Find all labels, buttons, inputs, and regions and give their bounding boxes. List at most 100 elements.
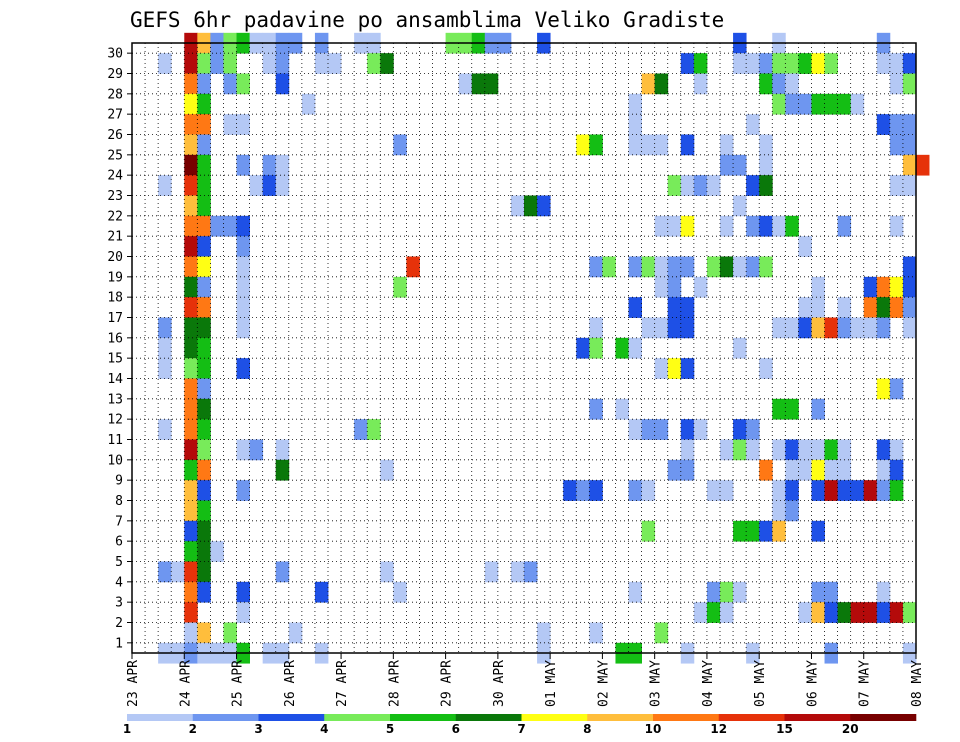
heatmap-cell xyxy=(576,134,590,156)
heatmap-cell xyxy=(197,480,211,501)
heatmap-cell xyxy=(628,337,642,359)
heatmap-cell xyxy=(236,480,250,501)
heatmap-cell xyxy=(889,276,904,298)
heatmap-cell xyxy=(772,93,786,115)
heatmap-cell xyxy=(184,317,198,339)
heatmap-cell xyxy=(197,114,211,135)
heatmap-cell xyxy=(576,480,590,501)
heatmap-cell xyxy=(275,459,290,481)
heatmap-cell xyxy=(680,459,695,481)
heatmap-cell xyxy=(236,317,250,339)
heatmap-cell xyxy=(628,114,642,135)
heatmap-cell xyxy=(628,297,642,318)
heatmap-cell xyxy=(197,134,211,156)
heatmap-cell xyxy=(654,276,669,298)
heatmap-cell xyxy=(641,480,656,501)
heatmap-cell xyxy=(393,134,407,156)
heatmap-cell xyxy=(236,73,250,95)
x-tick-label: 02 MAY xyxy=(596,660,611,707)
heatmap-cell xyxy=(275,439,290,461)
heatmap-cell xyxy=(733,337,747,359)
heatmap-cell xyxy=(158,419,172,440)
heatmap-cell xyxy=(406,256,420,278)
heatmap-cell xyxy=(667,358,682,379)
heatmap-cell xyxy=(210,541,224,562)
heatmap-cell xyxy=(654,317,669,339)
heatmap-cell xyxy=(184,480,198,501)
heatmap-cell xyxy=(720,602,734,623)
heatmap-cell xyxy=(876,317,891,339)
heatmap-cell xyxy=(850,93,865,115)
x-tick-label: 25 APR xyxy=(231,660,246,707)
heatmap-cell xyxy=(759,154,773,176)
heatmap-cell xyxy=(184,73,198,95)
heatmap-cell xyxy=(628,419,642,440)
heatmap-cell xyxy=(197,378,211,400)
colorbar: 1 2 3 4 5 6 7 8 10 12 15 20 xyxy=(123,714,917,736)
heatmap-cell xyxy=(628,134,642,156)
heatmap-cell xyxy=(184,561,198,583)
heatmap-cell xyxy=(197,520,211,542)
y-tick-label: 11 xyxy=(107,433,123,448)
heatmap-cell xyxy=(275,154,290,176)
y-axis: 1234567891011121314151617181920212223242… xyxy=(107,47,132,651)
y-tick-label: 28 xyxy=(107,87,123,102)
heatmap-cell xyxy=(863,276,878,298)
heatmap-cell xyxy=(733,256,747,278)
heatmap-cell xyxy=(197,561,211,583)
heatmap-cell xyxy=(236,256,250,278)
x-tick-label: 07 MAY xyxy=(858,660,873,707)
heatmap-cell xyxy=(628,93,642,115)
heatmap-cell xyxy=(184,398,198,420)
heatmap-cell xyxy=(171,561,185,583)
heatmap-cell xyxy=(197,297,211,318)
heatmap-cell xyxy=(785,398,799,420)
heatmap-cell xyxy=(889,439,904,461)
heatmap-cell xyxy=(693,53,708,74)
colorbar-swatch xyxy=(192,714,259,721)
heatmap-cell xyxy=(524,561,538,583)
heatmap-cells xyxy=(158,32,930,664)
heatmap-cell xyxy=(654,358,669,379)
heatmap-cell xyxy=(746,175,760,196)
heatmap-cell xyxy=(876,602,891,623)
heatmap-cell xyxy=(850,317,865,339)
heatmap-cell xyxy=(314,581,329,603)
heatmap-cell xyxy=(236,358,250,379)
heatmap-cell xyxy=(720,581,734,603)
heatmap-cell xyxy=(184,256,198,278)
heatmap-cell xyxy=(837,439,852,461)
heatmap-cell xyxy=(889,134,904,156)
heatmap-cell xyxy=(641,520,656,542)
heatmap-cell xyxy=(197,215,211,237)
heatmap-cell xyxy=(798,602,812,623)
heatmap-cell xyxy=(184,53,198,74)
y-tick-label: 25 xyxy=(107,148,123,163)
heatmap-cell xyxy=(720,439,734,461)
heatmap-cell xyxy=(902,53,917,74)
heatmap-cell xyxy=(902,602,917,623)
heatmap-cell xyxy=(902,175,917,196)
heatmap-cell xyxy=(811,398,825,420)
y-tick-label: 17 xyxy=(107,311,123,326)
heatmap-cell xyxy=(249,439,264,461)
heatmap-cell xyxy=(223,622,237,644)
heatmap-cell xyxy=(876,459,891,481)
heatmap-cell xyxy=(510,561,525,583)
heatmap-cell xyxy=(876,276,891,298)
colorbar-swatch xyxy=(587,714,654,721)
colorbar-tick-label: 3 xyxy=(254,722,262,736)
y-tick-label: 14 xyxy=(107,372,123,387)
heatmap-cell xyxy=(720,134,734,156)
heatmap-cell xyxy=(889,602,904,623)
y-tick-label: 19 xyxy=(107,270,123,285)
heatmap-cell xyxy=(772,215,786,237)
x-tick-label: 27 APR xyxy=(335,660,350,707)
heatmap-cell xyxy=(693,276,708,298)
y-tick-label: 6 xyxy=(115,535,123,550)
y-tick-label: 3 xyxy=(115,596,123,611)
heatmap-cell xyxy=(628,480,642,501)
heatmap-cell xyxy=(889,175,904,196)
heatmap-cell xyxy=(837,602,852,623)
x-tick-label: 08 MAY xyxy=(910,660,925,707)
